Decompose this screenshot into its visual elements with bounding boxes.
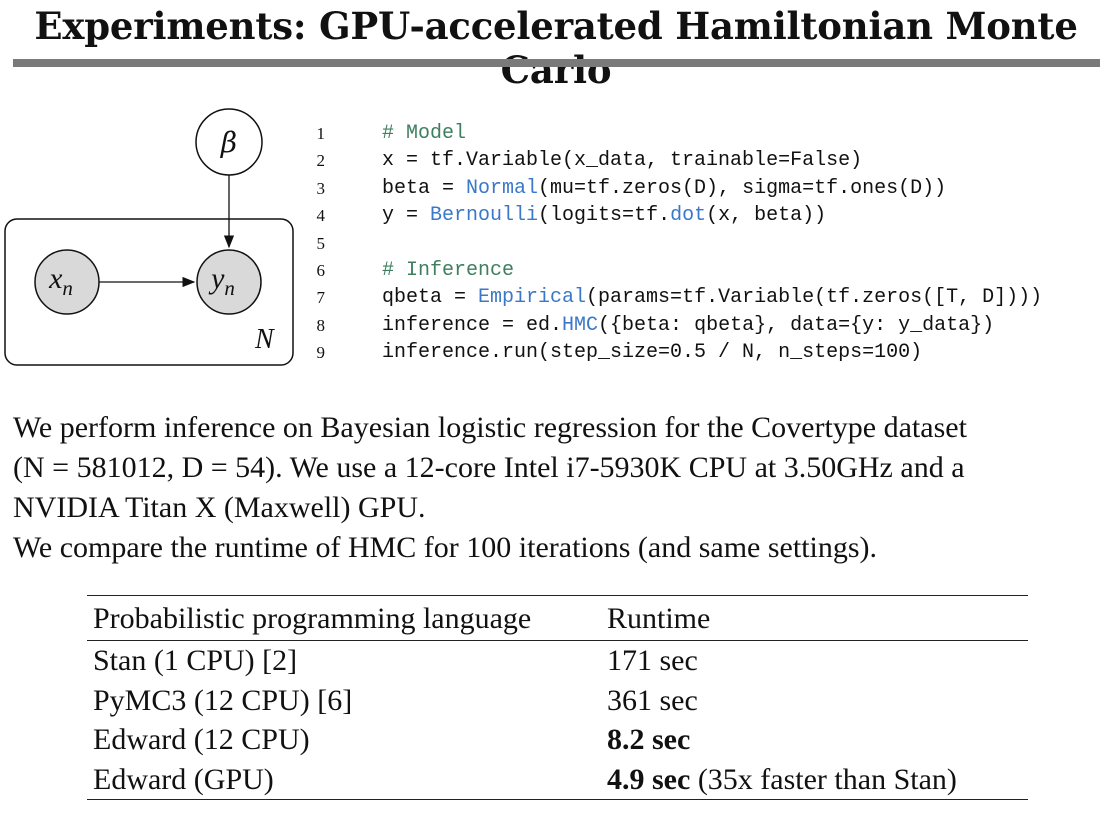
header-runtime: Runtime: [601, 595, 1028, 641]
line-number: 4: [316, 206, 326, 226]
body-line-1: We perform inference on Bayesian logisti…: [13, 411, 967, 444]
body-line-2: (N = 581012, D = 54). We use a 12-core I…: [13, 451, 965, 484]
code-line: 7 qbeta = Empirical(params=tf.Variable(t…: [305, 284, 1119, 311]
plate: [4, 218, 294, 366]
body-line-3: NVIDIA Titan X (Maxwell) GPU.: [13, 491, 426, 524]
code-line: 1 # Model: [305, 120, 1119, 147]
code-text: y = Bernoulli(logits=tf.dot(x, beta)): [382, 202, 826, 229]
code-segment: (params=tf.Variable(tf.zeros([T, D]))): [586, 286, 1043, 310]
x-node-base: x: [48, 262, 63, 295]
runtime-value: 8.2 sec: [607, 723, 691, 757]
code-line: 6 # Inference: [305, 257, 1119, 284]
cell-runtime: 361 sec: [601, 681, 1028, 721]
x-node-subscript: n: [62, 276, 73, 300]
table-row: PyMC3 (12 CPU) [6] 361 sec: [87, 681, 1028, 721]
code-segment: beta =: [382, 176, 467, 200]
svg-text:yn: yn: [208, 262, 235, 300]
code-segment: (logits=tf.: [538, 204, 671, 228]
table-header-row: Probabilistic programming language Runti…: [87, 595, 1028, 641]
line-number: 6: [316, 260, 326, 280]
code-line: 9 inference.run(step_size=0.5 / N, n_ste…: [305, 339, 1119, 366]
code-text: qbeta = Empirical(params=tf.Variable(tf.…: [382, 284, 1042, 311]
y-node: yn: [196, 249, 262, 315]
runtime-value: 361 sec: [607, 683, 698, 717]
code-keyword: Bernoulli: [430, 204, 539, 228]
line-number: 1: [316, 124, 326, 143]
beta-node: β: [195, 108, 263, 176]
cell-runtime: 8.2 sec: [601, 720, 1028, 760]
runtime-note: (35x faster than Stan): [690, 762, 957, 796]
table-row: Edward (GPU) 4.9 sec (35x faster than St…: [87, 759, 1028, 800]
code-line: 3 beta = Normal(mu=tf.zeros(D), sigma=tf…: [305, 175, 1119, 202]
code-line: 8 inference = ed.HMC({beta: qbeta}, data…: [305, 312, 1119, 339]
svg-text:xn: xn: [48, 262, 73, 300]
x-node: xn: [34, 249, 100, 315]
code-segment: (x, beta)): [706, 204, 827, 228]
plate-label: N: [254, 324, 275, 355]
body-line-4: We compare the runtime of HMC for 100 it…: [13, 531, 878, 564]
code-keyword: dot: [670, 204, 707, 228]
cell-language: Edward (GPU): [87, 759, 601, 800]
code-segment: inference = ed.: [382, 313, 563, 337]
line-number: 9: [316, 343, 326, 363]
header-language: Probabilistic programming language: [87, 595, 601, 641]
code-keyword: HMC: [562, 313, 599, 337]
runtime-value: 4.9 sec: [607, 762, 691, 796]
code-segment: qbeta =: [382, 286, 479, 310]
code-line: 4 y = Bernoulli(logits=tf.dot(x, beta)): [305, 202, 1119, 229]
code-text: inference.run(step_size=0.5 / N, n_steps…: [382, 341, 923, 365]
code-comment: # Inference: [382, 258, 515, 282]
cell-language: Stan (1 CPU) [2]: [93, 644, 298, 678]
code-segment: y =: [382, 204, 431, 228]
line-number: 5: [316, 233, 326, 253]
table-row: Edward (12 CPU) 8.2 sec: [87, 720, 1028, 760]
cell-runtime: 4.9 sec (35x faster than Stan): [601, 759, 1028, 800]
code-text: # Inference: [382, 257, 514, 284]
code-keyword: Normal: [466, 176, 539, 200]
code-text: beta = Normal(mu=tf.zeros(D), sigma=tf.o…: [382, 175, 946, 202]
line-number: 8: [316, 315, 326, 335]
table-row: Stan (1 CPU) [2] 171 sec: [87, 641, 1028, 681]
code-segment: ({beta: qbeta}, data={y: y_data}): [598, 313, 995, 337]
line-number: 2: [316, 151, 326, 171]
cell-runtime: 171 sec: [601, 641, 1028, 681]
cell-language: PyMC3 (12 CPU) [6]: [93, 683, 353, 717]
runtime-value: 171 sec: [607, 644, 698, 678]
cell-language: Edward (12 CPU): [93, 723, 310, 757]
results-table: Probabilistic programming language Runti…: [87, 595, 1028, 800]
code-line: 5: [305, 230, 1119, 257]
line-number: 7: [316, 288, 326, 308]
code-text: # Model: [382, 120, 466, 147]
code-comment: # Model: [382, 122, 467, 145]
code-text: inference = ed.HMC({beta: qbeta}, data={…: [382, 312, 994, 339]
y-node-base: y: [208, 262, 225, 295]
code-listing: 1 # Model 2 x = tf.Variable(x_data, trai…: [305, 120, 1119, 367]
line-number: 3: [316, 178, 326, 198]
slide-title: Experiments: GPU-accelerated Hamiltonian…: [34, 4, 1078, 92]
graphical-model-diagram: N β xn yn: [4, 108, 294, 366]
beta-node-label: β: [220, 126, 237, 159]
code-text: x = tf.Variable(x_data, trainable=False): [382, 149, 863, 173]
code-keyword: Empirical: [478, 286, 587, 310]
code-line: 2 x = tf.Variable(x_data, trainable=Fals…: [305, 147, 1119, 174]
code-segment: (mu=tf.zeros(D), sigma=tf.ones(D)): [538, 176, 947, 200]
y-node-subscript: n: [224, 276, 235, 300]
title-rule: [13, 59, 1100, 67]
